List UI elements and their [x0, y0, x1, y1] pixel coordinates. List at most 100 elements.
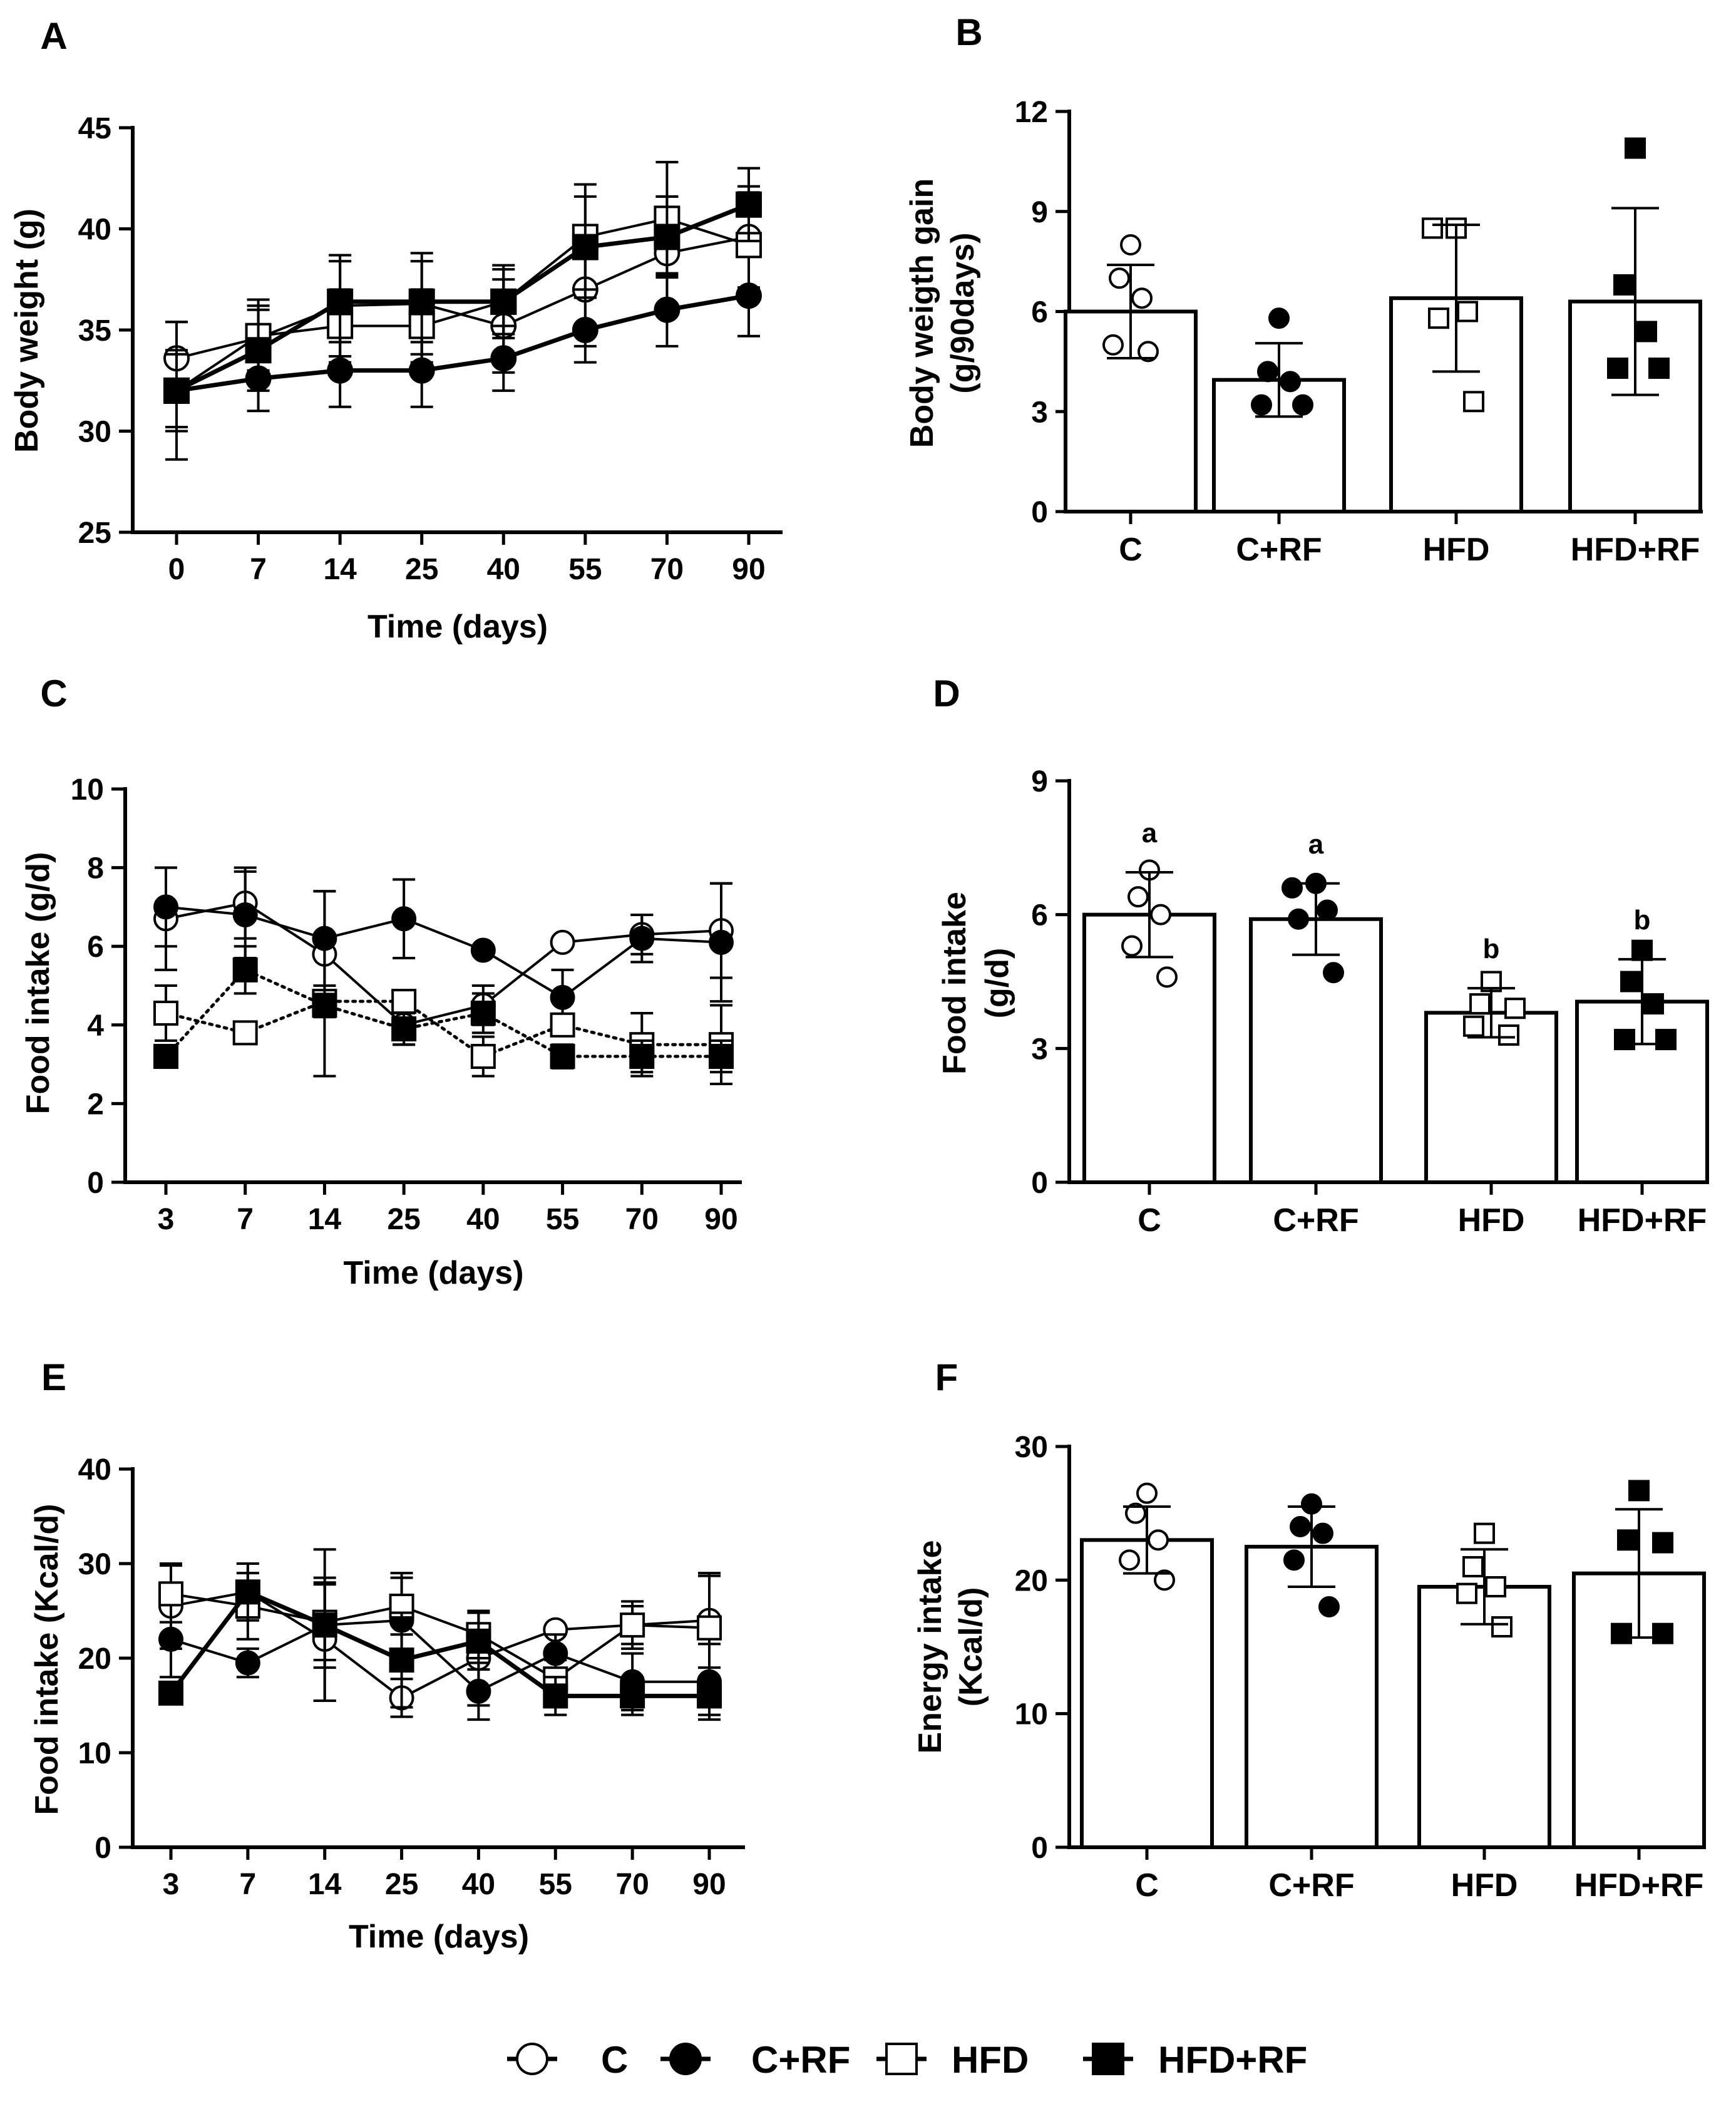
data-point: [1125, 1502, 1146, 1524]
y-tick-label: 30: [78, 416, 111, 449]
data-point: [391, 906, 417, 932]
data-point: [466, 1678, 491, 1704]
y-axis-label: Food intake (Kcal/d): [29, 1504, 65, 1815]
series-line: [164, 968, 723, 1058]
data-point: [1288, 908, 1309, 930]
y-tick-label: 0: [1031, 1167, 1048, 1200]
y-tick-label: 4: [87, 1009, 104, 1043]
data-point: [1136, 1482, 1158, 1504]
y-tick-label: 12: [1015, 96, 1048, 129]
y-axis-label: Body weight (g): [9, 209, 45, 453]
x-tick-label: 55: [546, 1203, 579, 1236]
y-tick-label: 20: [78, 1642, 111, 1676]
y-tick-label: 8: [87, 852, 104, 885]
y-axis-label: (g/90days): [945, 232, 981, 393]
data-point: [1109, 267, 1130, 289]
x-tick-label: 70: [650, 553, 684, 586]
data-point: [391, 1016, 417, 1042]
x-axis-label: Time (days): [349, 1919, 529, 1955]
x-axis-label: Time (days): [367, 609, 548, 645]
x-tick-label: 7: [237, 1203, 254, 1236]
data-point: [490, 288, 517, 315]
significance-letter: a: [1308, 829, 1324, 860]
y-tick-label: 40: [78, 1453, 111, 1487]
y-tick-label: 0: [95, 1832, 111, 1865]
legend-item-hfd: HFD: [876, 2039, 1029, 2081]
data-point: [1456, 1582, 1477, 1604]
x-tick-label: 90: [704, 1203, 737, 1236]
data-point: [232, 1020, 258, 1046]
data-point: [158, 1680, 183, 1706]
data-point: [1652, 1532, 1673, 1554]
data-point: [543, 1683, 568, 1709]
data-point: [629, 1044, 655, 1070]
panel-f-energy-intake-chart: F 0 10 20 30 Energy intake (Kcal/d) C C+RF HFD HFD…: [912, 1356, 1706, 1904]
panel-label: B: [955, 11, 982, 53]
data-point: [1119, 1549, 1140, 1571]
data-point: [1648, 358, 1670, 379]
data-point: [550, 984, 575, 1010]
data-point: [697, 1615, 722, 1641]
series-line: [165, 905, 722, 999]
x-tick-label: 7: [240, 1868, 257, 1901]
x-tick-label: 40: [462, 1868, 495, 1901]
data-point: [1504, 998, 1526, 1019]
data-point: [1617, 1529, 1638, 1551]
data-point: [1280, 371, 1301, 393]
x-tick-label: 7: [250, 553, 267, 586]
data-point: [1611, 1622, 1632, 1644]
data-point: [1485, 1576, 1506, 1597]
series-hfd-rf: [153, 933, 734, 1078]
y-tick-label: 10: [78, 1737, 111, 1770]
y-tick-label: 9: [1031, 765, 1048, 798]
panel-label: E: [41, 1356, 66, 1398]
data-point: [1636, 321, 1657, 343]
data-point: [158, 1581, 183, 1607]
x-tick-label: HFD: [1458, 1202, 1525, 1239]
y-axis-label: Food intake (g/d): [20, 852, 56, 1115]
series-line: [174, 293, 751, 393]
y-tick-label: 6: [1031, 296, 1048, 329]
legend-item-c-rf: C+RF: [660, 2039, 850, 2081]
series-c: [153, 866, 734, 1046]
x-tick-label: 55: [568, 553, 602, 586]
series-hfd-rf: [158, 1562, 722, 1716]
data-point: [1127, 886, 1149, 908]
y-axis-label: Food intake: [937, 892, 973, 1075]
data-point: [1156, 966, 1178, 988]
bar: [1417, 1585, 1551, 1849]
series-line: [174, 202, 751, 393]
x-tick-label: C: [1138, 1202, 1161, 1239]
y-tick-label: 45: [78, 112, 111, 145]
data-point: [1102, 334, 1124, 356]
x-tick-label: C+RF: [1268, 1867, 1354, 1904]
data-point: [1268, 307, 1290, 329]
data-point: [245, 337, 272, 364]
data-point: [1251, 394, 1272, 416]
data-point: [1655, 1029, 1677, 1051]
x-tick-label: 90: [732, 553, 765, 586]
x-tick-label: 40: [466, 1203, 500, 1236]
x-tick-label: 70: [625, 1203, 659, 1236]
x-tick-label: C: [1119, 532, 1143, 568]
x-tick-label: 14: [308, 1203, 342, 1236]
data-point: [312, 993, 337, 1018]
data-point: [1628, 1480, 1650, 1502]
data-point: [1631, 939, 1653, 961]
data-point: [470, 1000, 496, 1026]
data-point: [1154, 1569, 1175, 1591]
data-point: [391, 989, 417, 1014]
data-point: [1620, 971, 1641, 993]
y-tick-label: 3: [1031, 1033, 1048, 1066]
y-axis-label: Body weigth gain: [904, 178, 940, 448]
x-tick-label: C+RF: [1236, 532, 1322, 568]
data-point: [1290, 1516, 1311, 1537]
significance-letter: b: [1483, 934, 1500, 964]
data-point: [1257, 361, 1278, 383]
data-point: [1469, 993, 1491, 1015]
data-point: [654, 224, 681, 250]
data-point: [1150, 904, 1171, 926]
x-tick-label: 25: [387, 1203, 420, 1236]
data-point: [1121, 935, 1143, 957]
data-point: [572, 234, 598, 260]
